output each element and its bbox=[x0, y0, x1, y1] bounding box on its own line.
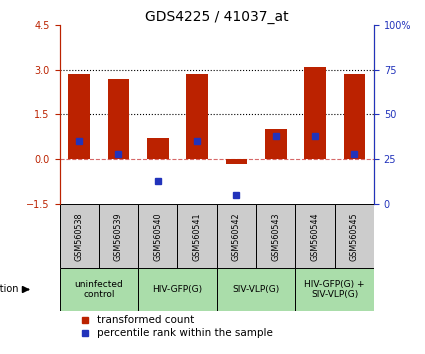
Text: GSM560539: GSM560539 bbox=[114, 212, 123, 261]
Text: percentile rank within the sample: percentile rank within the sample bbox=[97, 329, 273, 338]
Bar bbox=[138, 268, 217, 310]
Bar bbox=[217, 204, 256, 268]
Text: GSM560540: GSM560540 bbox=[153, 212, 162, 261]
Text: SIV-VLP(G): SIV-VLP(G) bbox=[232, 285, 280, 294]
Text: GSM560545: GSM560545 bbox=[350, 212, 359, 261]
Text: GSM560541: GSM560541 bbox=[193, 212, 201, 261]
Bar bbox=[265, 129, 286, 159]
Text: uninfected
control: uninfected control bbox=[74, 280, 123, 299]
Bar bbox=[138, 204, 178, 268]
Bar bbox=[99, 204, 138, 268]
Text: GSM560538: GSM560538 bbox=[75, 212, 84, 261]
Bar bbox=[108, 79, 129, 159]
Bar bbox=[335, 204, 374, 268]
Bar bbox=[147, 138, 169, 159]
Bar bbox=[304, 67, 326, 159]
Bar bbox=[217, 268, 295, 310]
Bar bbox=[343, 74, 365, 159]
Text: GSM560543: GSM560543 bbox=[271, 212, 280, 261]
Bar bbox=[68, 74, 90, 159]
Bar bbox=[256, 204, 295, 268]
Text: transformed count: transformed count bbox=[97, 315, 195, 325]
Bar bbox=[60, 268, 138, 310]
Text: HIV-GFP(G) +
SIV-VLP(G): HIV-GFP(G) + SIV-VLP(G) bbox=[304, 280, 365, 299]
Bar bbox=[226, 159, 247, 164]
Bar bbox=[295, 268, 374, 310]
Bar bbox=[178, 204, 217, 268]
Title: GDS4225 / 41037_at: GDS4225 / 41037_at bbox=[145, 10, 289, 24]
Text: GSM560544: GSM560544 bbox=[311, 212, 320, 261]
Text: infection: infection bbox=[0, 285, 19, 295]
Text: HIV-GFP(G): HIV-GFP(G) bbox=[153, 285, 202, 294]
Bar bbox=[60, 204, 99, 268]
Bar bbox=[186, 74, 208, 159]
Bar bbox=[295, 204, 335, 268]
Text: GSM560542: GSM560542 bbox=[232, 212, 241, 261]
